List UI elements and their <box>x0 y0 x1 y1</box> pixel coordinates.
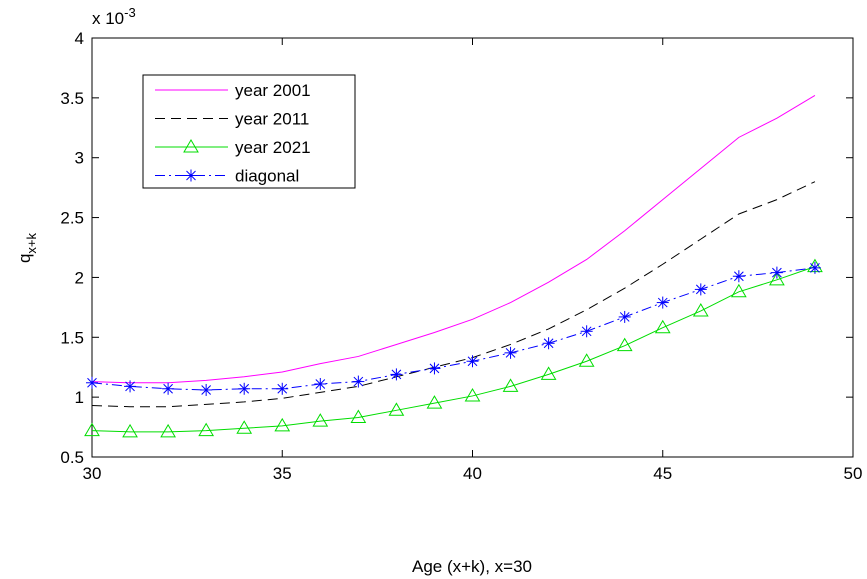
marker-stroke <box>505 347 516 358</box>
legend-label: year 2021 <box>235 138 311 157</box>
marker <box>428 362 441 375</box>
marker-stroke <box>87 377 97 388</box>
x-tick-label: 45 <box>653 464 672 483</box>
y-tick-label: 2 <box>75 268 84 287</box>
marker <box>654 319 671 334</box>
marker-stroke <box>125 381 135 392</box>
marker-stroke <box>163 383 173 394</box>
marker <box>390 368 403 381</box>
marker-stroke <box>315 379 326 389</box>
marker <box>426 395 443 409</box>
marker-stroke <box>201 385 212 395</box>
x-tick-label: 40 <box>463 464 482 483</box>
series-line <box>91 267 816 391</box>
marker-stroke <box>186 170 196 181</box>
legend-label: year 2011 <box>235 110 309 129</box>
marker-stroke <box>391 369 402 380</box>
y-multiplier: x 10-3 <box>92 5 136 28</box>
marker <box>122 423 138 438</box>
marker <box>692 302 709 317</box>
marker-stroke <box>467 356 478 367</box>
y-label-sub: x+k <box>24 232 39 253</box>
y-multiplier-base: x 10 <box>92 9 124 28</box>
marker <box>732 270 745 283</box>
marker-stroke <box>810 262 820 273</box>
marker <box>84 422 100 437</box>
marker-stroke <box>772 267 782 278</box>
y-label-main: q <box>15 254 34 263</box>
marker <box>312 413 329 427</box>
marker-stroke <box>277 383 288 394</box>
marker <box>388 402 405 416</box>
x-tick-label: 30 <box>83 464 102 483</box>
marker-stroke <box>619 312 630 322</box>
series-line <box>91 181 816 408</box>
marker <box>770 266 783 279</box>
y-tick-label: 1 <box>75 388 84 407</box>
marker <box>183 139 199 153</box>
marker <box>276 382 289 395</box>
marker <box>656 296 669 309</box>
y-multiplier-exp: -3 <box>124 5 136 20</box>
marker <box>618 310 631 323</box>
marker <box>352 375 365 388</box>
legend-box <box>142 74 356 189</box>
marker-stroke <box>429 363 440 374</box>
y-tick-label: 1.5 <box>60 328 84 347</box>
marker <box>236 420 253 434</box>
marker <box>238 382 251 395</box>
marker <box>162 382 175 395</box>
marker <box>730 283 747 298</box>
marker <box>540 366 557 380</box>
series-line <box>91 266 816 433</box>
marker <box>542 337 555 350</box>
marker-stroke <box>581 326 592 337</box>
x-tick-label: 50 <box>844 464 863 483</box>
marker <box>466 355 479 368</box>
marker <box>86 376 98 389</box>
marker-stroke <box>543 338 554 349</box>
marker <box>502 378 519 392</box>
marker <box>616 337 633 352</box>
y-tick-label: 2.5 <box>60 209 84 228</box>
marker <box>769 271 785 286</box>
legend-label: diagonal <box>235 167 299 186</box>
marker <box>464 387 481 402</box>
marker-stroke <box>353 376 364 387</box>
marker <box>124 380 137 393</box>
marker <box>314 377 327 390</box>
y-tick-label: 4 <box>75 29 84 48</box>
marker <box>274 417 291 432</box>
marker <box>200 383 213 396</box>
marker-stroke <box>239 383 250 394</box>
plot-frame <box>91 37 854 458</box>
series-line <box>91 95 816 384</box>
marker-stroke <box>695 284 706 295</box>
marker <box>160 423 176 438</box>
y-axis-label: qx+k <box>15 232 39 263</box>
marker <box>504 346 517 359</box>
x-axis-label: Age (x+k), x=30 <box>412 557 532 576</box>
marker <box>580 325 593 338</box>
legend-label: year 2001 <box>235 81 311 100</box>
marker <box>694 283 707 296</box>
marker <box>350 409 367 423</box>
marker <box>578 353 595 367</box>
marker <box>808 261 821 274</box>
x-tick-label: 35 <box>273 464 292 483</box>
legend: year 2001 year 2011 year 2021 diagonal <box>142 74 356 189</box>
marker <box>198 422 215 437</box>
marker <box>185 169 197 182</box>
marker-stroke <box>733 271 744 282</box>
y-tick-label: 3 <box>75 149 84 168</box>
y-tick-label: 3.5 <box>60 89 84 108</box>
marker-stroke <box>657 297 668 308</box>
y-tick-label: 0.5 <box>60 448 84 467</box>
